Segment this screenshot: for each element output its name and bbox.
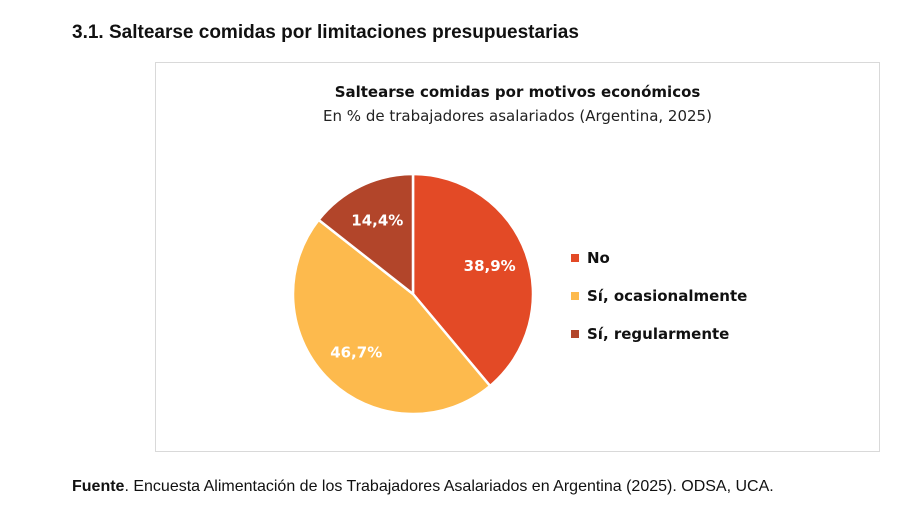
legend: No Sí, ocasionalmente Sí, regularmente (571, 239, 747, 353)
legend-item: No (571, 239, 747, 277)
legend-item: Sí, regularmente (571, 315, 747, 353)
chart-frame: Saltearse comidas por motivos económicos… (155, 62, 880, 452)
pie-slice-3 (316, 172, 415, 297)
legend-swatch (571, 292, 579, 300)
source-label: Fuente (72, 478, 125, 495)
legend-label: No (587, 249, 610, 267)
data-label: 14,4% (351, 212, 403, 230)
legend-label: Sí, ocasionalmente (587, 287, 748, 305)
source-text: . Encuesta Alimentación de los Trabajado… (124, 478, 774, 495)
data-label: 46,7% (330, 344, 382, 362)
legend-swatch (571, 330, 579, 338)
pie-slice-2 (291, 218, 492, 416)
chart-title: Saltearse comidas por motivos económicos (334, 83, 701, 101)
source-note: Fuente. Encuesta Alimentación de los Tra… (72, 478, 774, 496)
pie-slice-1 (411, 172, 535, 388)
legend-label: Sí, regularmente (587, 325, 730, 343)
section-heading: 3.1. Saltearse comidas por limitaciones … (72, 22, 579, 43)
chart-subtitle: En % de trabajadores asalariados (Argent… (323, 107, 712, 125)
data-label: 38,9% (464, 257, 516, 275)
legend-swatch (571, 254, 579, 262)
legend-item: Sí, ocasionalmente (571, 277, 747, 315)
pie-chart: 38,9% 46,7% 14,4% (291, 172, 535, 416)
